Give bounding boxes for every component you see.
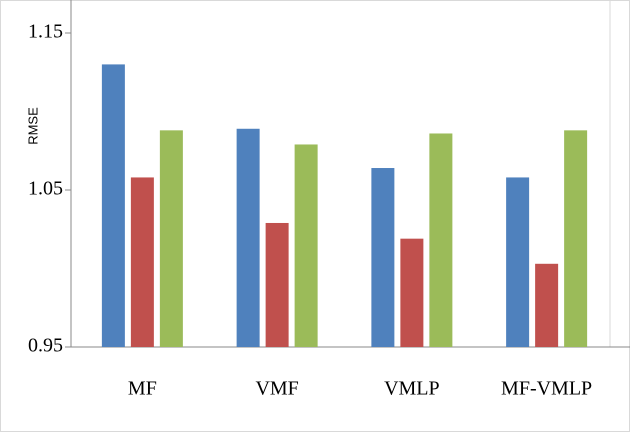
bar bbox=[535, 263, 559, 347]
bar bbox=[159, 130, 183, 347]
x-tick-label: VMF bbox=[255, 378, 298, 400]
y-tick-label: 1.05 bbox=[28, 178, 63, 200]
bar bbox=[564, 130, 588, 347]
bar bbox=[400, 238, 424, 347]
y-tick-label: 1.15 bbox=[28, 21, 63, 43]
x-tick-label: MF bbox=[128, 378, 157, 400]
x-tick-label: VMLP bbox=[384, 378, 440, 400]
y-axis-label: RMSE bbox=[25, 107, 40, 145]
bar bbox=[265, 222, 289, 347]
bar bbox=[236, 128, 260, 347]
x-tick-label: MF-VMLP bbox=[501, 378, 592, 400]
bar bbox=[429, 133, 453, 347]
bar bbox=[371, 168, 395, 347]
bar bbox=[130, 177, 154, 347]
bar bbox=[101, 64, 125, 348]
bar bbox=[294, 144, 318, 347]
y-tick-label: 0.95 bbox=[28, 335, 63, 357]
bar bbox=[506, 177, 530, 347]
